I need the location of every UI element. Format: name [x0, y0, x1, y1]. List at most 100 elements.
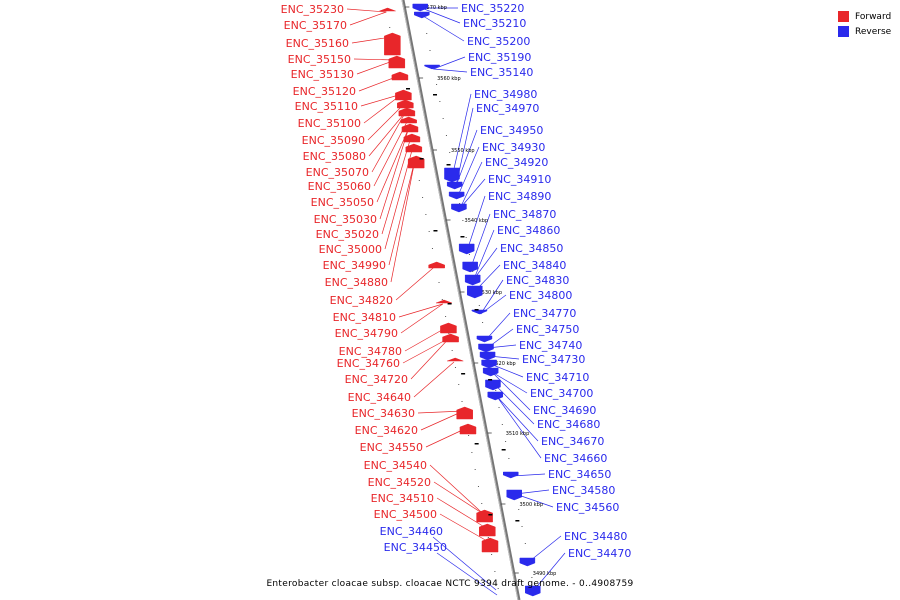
track-dot: [429, 50, 431, 51]
forward-gene-label: ENC_35030: [314, 213, 377, 226]
forward-gene: [403, 133, 421, 143]
track-dot: [389, 27, 391, 28]
track-dot: [518, 509, 520, 510]
feature-mark: [474, 443, 479, 445]
feature-mark: [419, 158, 424, 160]
track-dot: [448, 333, 450, 334]
legend-reverse-label: Reverse: [855, 26, 892, 37]
forward-gene-label: ENC_34880: [325, 276, 388, 289]
forward-gene-label: ENC_34620: [355, 424, 418, 437]
track-dot: [477, 486, 479, 487]
axis-tick-label: 3550 kbp: [451, 148, 475, 154]
forward-leader: [420, 410, 464, 431]
forward-gene-label: ENC_34780: [339, 345, 402, 358]
feature-mark: [501, 449, 506, 451]
reverse-gene-label: ENC_34840: [503, 259, 566, 272]
track-dot: [481, 503, 483, 504]
feature-mark: [461, 373, 466, 375]
forward-gene-label: ENC_35170: [284, 19, 347, 32]
legend-reverse: Reverse: [838, 24, 891, 39]
track-dot: [445, 316, 447, 317]
feature-mark: [488, 514, 493, 516]
reverse-gene: [462, 261, 478, 273]
reverse-leader: [512, 473, 546, 477]
reverse-gene: [481, 359, 497, 369]
forward-gene-label: ENC_35120: [293, 85, 356, 98]
track-dot: [487, 537, 489, 538]
reverse-gene: [424, 64, 440, 70]
axis-tick-label: 3490 kbp: [533, 571, 557, 577]
forward-gene: [456, 406, 473, 420]
forward-gene-label: ENC_34720: [345, 373, 408, 386]
reverse-gene: [412, 3, 429, 12]
forward-gene-label: ENC_34630: [352, 407, 415, 420]
forward-leader: [400, 303, 443, 334]
reverse-gene-label: ENC_34450: [384, 541, 447, 554]
forward-gene: [407, 155, 425, 169]
forward-leader: [398, 303, 443, 318]
reverse-gene: [464, 274, 481, 286]
track-dot: [425, 214, 427, 215]
reverse-leader: [480, 279, 504, 315]
forward-gene-label: ENC_34520: [368, 476, 431, 489]
reverse-gene-label: ENC_34830: [506, 274, 569, 287]
forward-leader: [404, 326, 448, 352]
forward-gene-label: ENC_35050: [311, 196, 374, 209]
reverse-leader: [490, 363, 524, 378]
forward-leader: [381, 137, 412, 235]
track-dot: [442, 118, 444, 119]
reverse-leader: [528, 535, 562, 563]
track-dot: [422, 197, 424, 198]
track-dot: [459, 203, 461, 204]
track-dot: [497, 588, 499, 589]
forward-leader: [433, 481, 484, 515]
reverse-gene-label: ENC_34690: [533, 404, 596, 417]
axis-line: [401, 0, 521, 600]
track-dot: [474, 469, 476, 470]
track-dot: [439, 101, 441, 102]
track-dot: [426, 33, 428, 34]
forward-gene: [384, 32, 401, 56]
forward-gene-label: ENC_35000: [319, 243, 382, 256]
forward-gene: [405, 143, 423, 153]
forward-gene-label: ENC_35060: [308, 180, 371, 193]
genome-axis: 3570 kbp 3560 kbp 3550 kbp 3540 kbp 3530 kbp…: [385, 0, 557, 600]
reverse-gene-label: ENC_34680: [537, 418, 600, 431]
feature-mark: [488, 379, 493, 381]
forward-gene-label: ENC_34550: [360, 441, 423, 454]
forward-gene-label: ENC_34790: [335, 327, 398, 340]
track-dot: [531, 577, 533, 578]
feature-mark: [433, 94, 438, 96]
forward-gene: [442, 333, 459, 343]
forward-gene: [476, 509, 493, 523]
reverse-leader: [485, 312, 511, 341]
track-dot: [436, 84, 438, 85]
reverse-gene-label: ENC_34860: [497, 224, 560, 237]
reverse-gene-label: ENC_35200: [467, 35, 530, 48]
reverse-leader: [433, 56, 466, 70]
axis-highlight: [401, 0, 519, 600]
reverse-gene-label: ENC_34750: [516, 323, 579, 336]
reverse-gene-label: ENC_34460: [380, 525, 443, 538]
reverse-gene: [471, 309, 488, 315]
track-dot: [494, 571, 496, 572]
forward-leader: [439, 513, 489, 543]
reverse-leader: [467, 195, 486, 249]
forward-gene: [481, 537, 499, 553]
forward-gene: [401, 123, 419, 133]
forward-leader: [367, 103, 405, 141]
reverse-leader: [457, 146, 480, 197]
axis-tick-label: 3500 kbp: [519, 502, 543, 508]
forward-gene-label: ENC_34500: [374, 508, 437, 521]
forward-leader: [368, 111, 406, 157]
forward-gene-label: ENC_35100: [298, 117, 361, 130]
track-dot: [428, 231, 430, 232]
reverse-gene-label: ENC_34930: [482, 141, 545, 154]
forward-gene: [398, 107, 416, 117]
track-dot: [491, 554, 493, 555]
reverse-gene-label: ENC_35190: [468, 51, 531, 64]
forward-leader: [388, 159, 416, 266]
reverse-leader: [422, 15, 465, 42]
track-dot: [478, 305, 480, 306]
forward-leader: [349, 11, 387, 26]
